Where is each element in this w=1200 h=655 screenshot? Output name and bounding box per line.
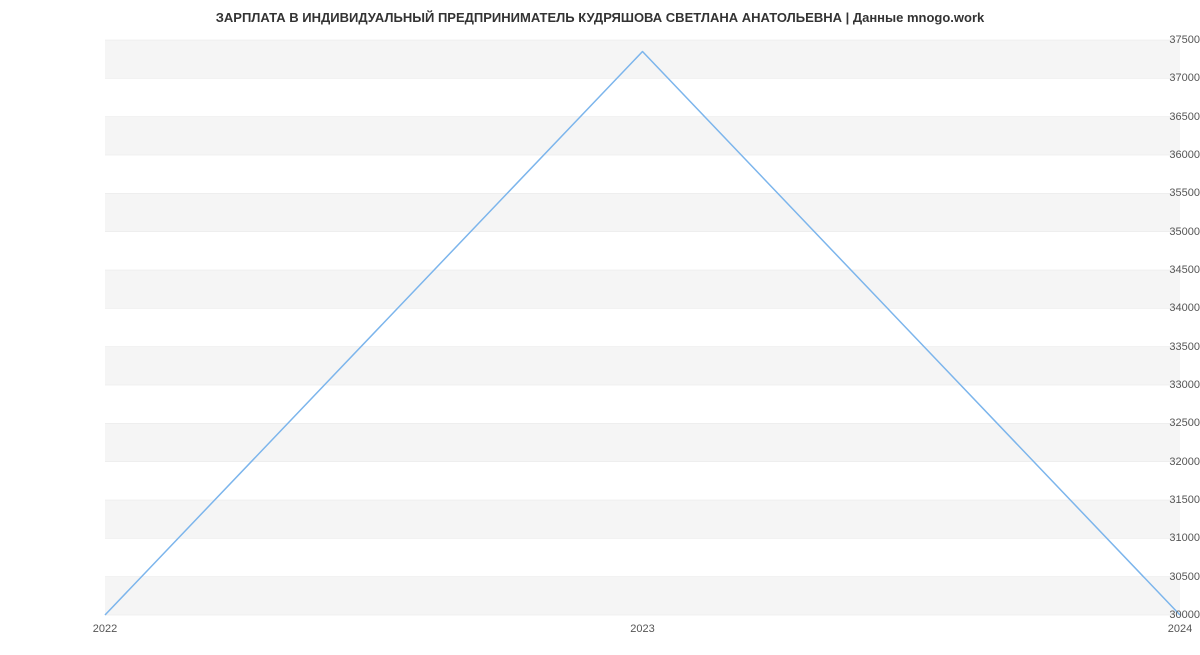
grid-band [105, 78, 1180, 116]
y-tick-label: 32000 [1105, 456, 1200, 468]
y-tick-label: 34000 [1105, 302, 1200, 314]
y-tick-label: 37500 [1105, 34, 1200, 46]
y-tick-label: 31500 [1105, 494, 1200, 506]
grid-band [105, 500, 1180, 538]
grid-band [105, 232, 1180, 270]
grid-band [105, 538, 1180, 576]
grid-band [105, 462, 1180, 500]
y-tick-label: 34500 [1105, 264, 1200, 276]
y-tick-label: 37000 [1105, 72, 1200, 84]
x-tick-label: 2023 [630, 623, 654, 635]
grid-band [105, 193, 1180, 231]
y-tick-label: 36500 [1105, 111, 1200, 123]
chart-svg [0, 0, 1200, 650]
y-tick-label: 31000 [1105, 532, 1200, 544]
grid-band [105, 155, 1180, 193]
grid-band [105, 40, 1180, 78]
grid-band [105, 423, 1180, 461]
y-tick-label: 30500 [1105, 571, 1200, 583]
grid-band [105, 385, 1180, 423]
grid-band [105, 577, 1180, 615]
y-tick-label: 35000 [1105, 226, 1200, 238]
y-tick-label: 33000 [1105, 379, 1200, 391]
grid-band [105, 117, 1180, 155]
grid-band [105, 347, 1180, 385]
chart-area: 30000 30500 31000 31500 32000 32500 33000 33500… [0, 0, 1200, 650]
x-tick-label: 2022 [93, 623, 117, 635]
grid-band [105, 308, 1180, 346]
y-tick-label: 36000 [1105, 149, 1200, 161]
y-tick-label: 33500 [1105, 341, 1200, 353]
y-tick-label: 32500 [1105, 417, 1200, 429]
grid-band [105, 270, 1180, 308]
y-tick-label: 30000 [1105, 609, 1200, 621]
y-tick-label: 35500 [1105, 187, 1200, 199]
x-tick-label: 2024 [1168, 623, 1192, 635]
